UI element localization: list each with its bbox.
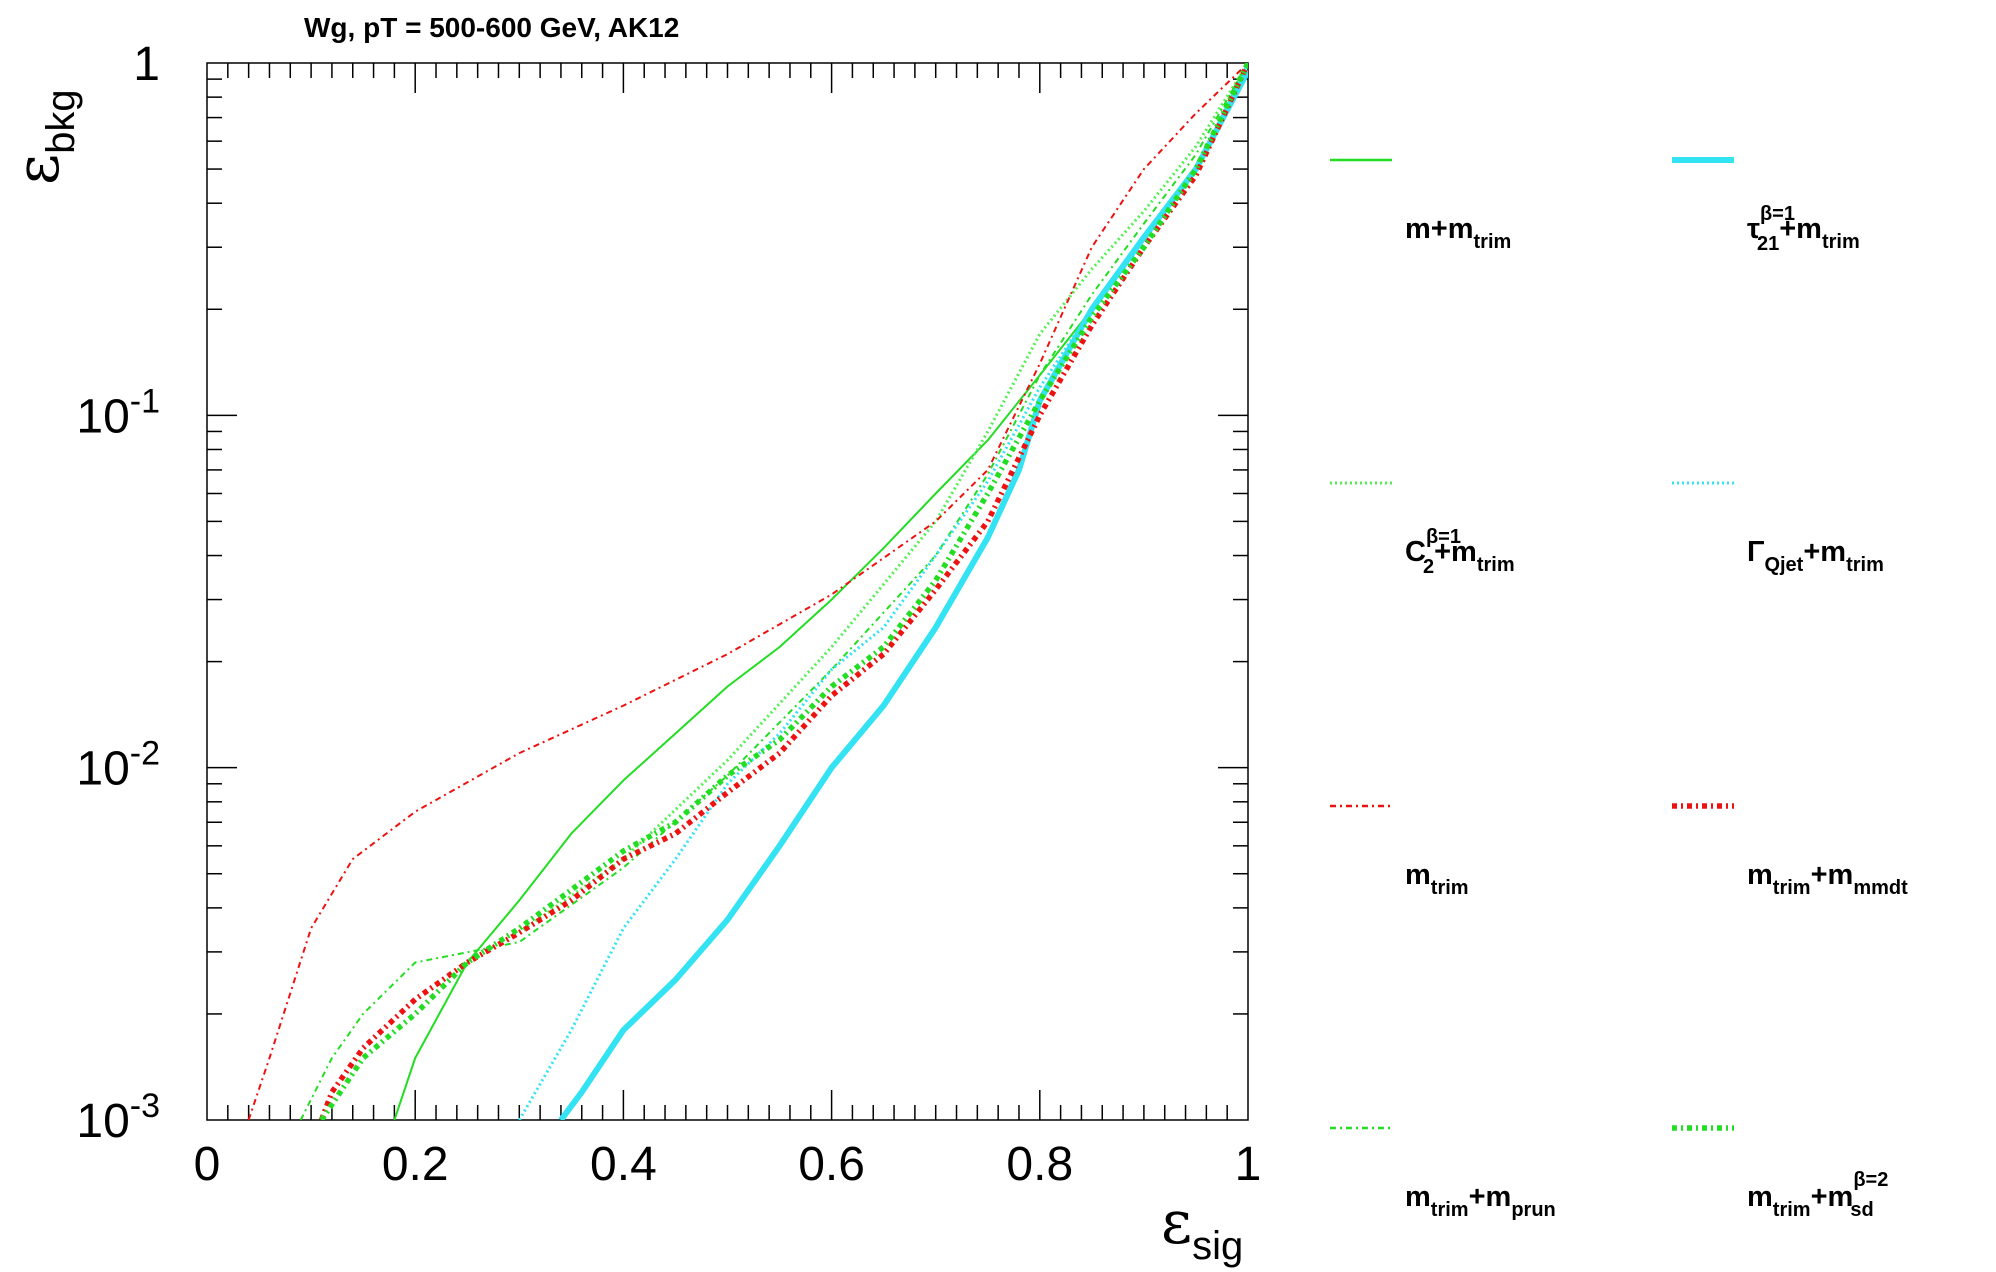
series-line-m-trim-m-mmdt [318, 63, 1248, 1120]
chart-title: Wg, pT = 500-600 GeV, AK12 [304, 12, 679, 43]
y-tick-label: 10-3 [76, 1087, 160, 1148]
axis-ticks [207, 63, 1248, 1120]
legend-label-tail: +m [1811, 1181, 1854, 1213]
legend-label: ΓQjet+mtrim [1747, 536, 1884, 576]
legend-label-tail-sup: β=2 [1853, 1169, 1888, 1191]
legend-entry: τβ=1 21+mtrim [1672, 157, 1860, 255]
x-axis-label-sub: sig [1192, 1224, 1243, 1268]
legend-label: Cβ=1 2+mtrim [1405, 526, 1515, 578]
legend-label-sup: β=1 [1426, 526, 1461, 548]
legend-entry: m+mtrim [1330, 158, 1511, 253]
legend-label-tail-sub: sd [1850, 1199, 1873, 1221]
legend-label: mtrim+mprun [1405, 1181, 1556, 1221]
x-axis-label: εsig [1161, 1188, 1243, 1268]
legend-label-sub: trim [1431, 877, 1469, 899]
y-axis-label-sub: bkg [39, 89, 83, 154]
x-tick-label: 0.6 [798, 1138, 865, 1191]
legend-entry: mtrim [1330, 804, 1469, 899]
y-axis-label-main: ε [3, 154, 73, 185]
y-tick-label: 10-2 [76, 735, 160, 796]
y-tick-label: 10-1 [76, 382, 160, 443]
legend-label-main: m [1747, 859, 1773, 891]
y-tick-exponent: -2 [130, 735, 160, 773]
legend-entry: ΓQjet+mtrim [1672, 481, 1884, 576]
legend-label-main: Γ [1747, 536, 1764, 568]
legend-label: mtrim+mβ=2 sd [1747, 1169, 1888, 1221]
series-line-m-trim [247, 63, 1248, 1120]
legend-label: mtrim [1405, 859, 1469, 899]
x-axis-label-main: ε [1161, 1188, 1192, 1258]
series-line-c2-m-trim [518, 63, 1248, 934]
legend-label-tail: +m [1803, 536, 1846, 568]
legend-label-tail-sub: trim [1822, 231, 1860, 253]
legend-label: mtrim+mmmdt [1747, 859, 1908, 899]
legend-label-sub: trim [1773, 877, 1811, 899]
legend-entry: Cβ=1 2+mtrim [1330, 481, 1515, 578]
y-tick-base: 10 [76, 743, 129, 796]
x-tick-label: 0 [194, 1138, 221, 1191]
y-tick-exponent: -1 [130, 382, 160, 420]
legend-label-tail-sub: trim [1846, 554, 1884, 576]
legend-label-tail: +m [1779, 213, 1822, 245]
legend-label-sup: β=1 [1760, 203, 1795, 225]
y-tick-base: 1 [133, 38, 160, 91]
legend-label-tail-sub: prun [1511, 1199, 1555, 1221]
legend-label-sub: 21 [1757, 233, 1779, 255]
legend-label-sub: trim [1773, 1199, 1811, 1221]
series-line-m-trim-m-sd [319, 63, 1248, 1120]
y-tick-label: 1 [133, 38, 160, 91]
legend-label-tail-sub: trim [1477, 554, 1515, 576]
legend-label-sub: 2 [1423, 556, 1434, 578]
legend-label-main: m+m [1405, 213, 1474, 245]
legend-label-main: m [1747, 1181, 1773, 1213]
legend-label-tail: +m [1434, 536, 1477, 568]
y-axis-label-group: εbkg [3, 89, 83, 185]
x-tick-label: 0.2 [382, 1138, 449, 1191]
legend-label-tail: +m [1469, 1181, 1512, 1213]
legend-entry: mtrim+mβ=2 sd [1672, 1125, 1888, 1221]
y-tick-labels: 10-310-210-11 [76, 38, 160, 1148]
legend-label: τβ=1 21+mtrim [1747, 203, 1860, 255]
x-tick-label: 0.8 [1006, 1138, 1073, 1191]
x-tick-label: 0.4 [590, 1138, 657, 1191]
legend-label-sub: trim [1431, 1199, 1469, 1221]
legend-label-main: m [1405, 859, 1431, 891]
x-tick-labels: 0 0.2 0.4 0.6 0.8 1 [194, 1138, 1262, 1191]
legend-entry: mtrim+mprun [1330, 1126, 1556, 1221]
y-tick-base: 10 [76, 1095, 129, 1148]
legend-label-sub: trim [1474, 231, 1512, 253]
x-tick-label: 1 [1235, 1138, 1262, 1191]
y-tick-base: 10 [76, 390, 129, 443]
series-line-tau21-m-trim [558, 69, 1248, 1120]
legend-label-tail-sub: mmdt [1853, 877, 1908, 899]
legend-label-main: τ [1747, 213, 1760, 245]
legend-entry: mtrim+mmmdt [1672, 803, 1908, 899]
y-axis-label: εbkg [3, 89, 83, 185]
y-tick-exponent: -3 [130, 1087, 160, 1125]
legend-label-main: m [1405, 1181, 1431, 1213]
series-line-m-trim-m-prun [299, 63, 1248, 1120]
legend-label-main: C [1405, 536, 1426, 568]
legend-label-tail: +m [1811, 859, 1854, 891]
legend-label-sub: Qjet [1764, 554, 1803, 576]
series-lines [247, 63, 1248, 1120]
legend-label: m+mtrim [1405, 213, 1511, 253]
